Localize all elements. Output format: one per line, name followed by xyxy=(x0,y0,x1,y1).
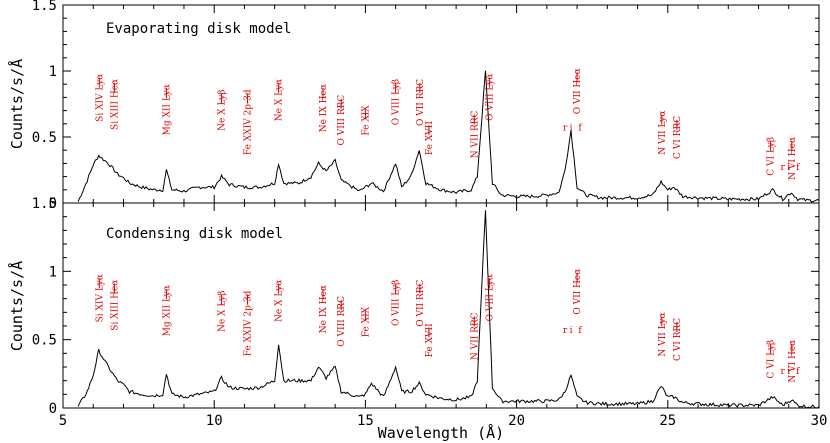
line-label: O VIII Lyα xyxy=(485,274,495,321)
line-label: Fe XXIV 2p-3d xyxy=(243,290,253,356)
line-label: O VIII Lyα xyxy=(485,74,495,121)
line-label: Fe XIX xyxy=(361,105,371,136)
line-label: Fe XXIV 2p-3d xyxy=(243,89,253,155)
line-label: Fe XIX xyxy=(361,306,371,337)
y-axis-label-bottom: Counts/s/Å xyxy=(7,261,26,351)
line-label: Fe XVII xyxy=(425,323,435,357)
line-label: N VII RRC xyxy=(470,110,480,158)
line-label: Ne IX Heα xyxy=(319,285,329,333)
line-label: O VII RRC xyxy=(416,280,426,327)
x-tick-label: 25 xyxy=(659,413,676,429)
line-label: C VI RRC xyxy=(673,116,683,159)
y-tick-label: 1.5 xyxy=(32,196,57,212)
triplet-marker: f xyxy=(578,123,582,133)
line-label: Si XIII Heα xyxy=(110,79,120,130)
line-labels-top: Si XIV Lyα Si XIII Heα Mg XII Lyα Ne X Lyβ F… xyxy=(95,68,800,180)
line-label: O VIII Lyβ xyxy=(392,79,402,125)
triplet-marker: i xyxy=(787,163,790,173)
triplet-marker: f xyxy=(796,163,800,173)
y-tick-label: 1 xyxy=(49,264,57,280)
x-tick-label: 10 xyxy=(206,413,223,429)
triplet-marker: r xyxy=(781,367,786,377)
ticks-bottom: 5 10 15 20 25 30 0 0.5 1 1.5 xyxy=(32,196,828,429)
line-label: O VII Heα xyxy=(573,68,583,114)
line-label: Ne X Lyα xyxy=(275,280,285,322)
line-label: Ne X Lyβ xyxy=(217,89,227,130)
triplet-marker: i xyxy=(570,123,573,133)
triplet-marker: r xyxy=(781,163,786,173)
y-tick-label: 0.5 xyxy=(32,130,57,146)
line-label: N VI Heα xyxy=(788,137,798,180)
line-label: Ne IX Heα xyxy=(319,84,329,132)
line-label: Ne X Lyβ xyxy=(217,291,227,332)
spectrum-line-condensing xyxy=(77,210,820,409)
panel-evaporating: 0 0.5 1 1.5 Evaporating disk model Counts/s… xyxy=(7,0,820,212)
y-tick-label: 0 xyxy=(49,196,57,212)
y-tick-label: 1 xyxy=(49,64,57,80)
line-label: O VIII RRC xyxy=(337,296,347,347)
triplet-marker: r xyxy=(563,326,568,336)
line-label: Si XIII Heα xyxy=(110,280,120,331)
line-label: O VII RRC xyxy=(416,79,426,126)
triplet-marker: f xyxy=(796,367,800,377)
panel-title-evaporating: Evaporating disk model xyxy=(106,21,291,37)
line-label: N VII Lyα xyxy=(658,312,668,356)
spectrum-line-evaporating xyxy=(77,70,820,203)
triplet-marker: i xyxy=(787,367,790,377)
line-labels-bottom: Si XIV Lyα Si XIII Heα Mg XII Lyα Ne X Lyβ F… xyxy=(95,269,800,383)
line-label: Fe XVII xyxy=(425,121,435,155)
triplet-marker: i xyxy=(570,326,573,336)
line-label: Si XIV Lyα xyxy=(95,274,105,322)
y-tick-label: 1.5 xyxy=(32,0,57,14)
line-label: N VII RRC xyxy=(470,312,480,360)
x-tick-label: 20 xyxy=(508,413,525,429)
x-tick-label: 5 xyxy=(59,413,67,429)
ticks-top: 0 0.5 1 1.5 xyxy=(32,0,820,212)
line-label: C VI RRC xyxy=(673,318,683,361)
line-label: O VIII Lyβ xyxy=(392,280,402,326)
line-label: O VIII RRC xyxy=(337,95,347,146)
triplet-marker: r xyxy=(563,123,568,133)
x-axis-label: Wavelength (Å) xyxy=(378,423,504,442)
panel-condensing: 5 10 15 20 25 30 0 0.5 1 1.5 Condensing disk mode… xyxy=(7,196,827,429)
line-label: N VII Lyα xyxy=(658,111,668,155)
plot-frame-bottom xyxy=(62,202,820,409)
line-label: Mg XII Lyα xyxy=(162,84,172,135)
line-label: O VII Heα xyxy=(573,269,583,315)
x-tick-label: 15 xyxy=(357,413,374,429)
line-label: Ne X Lyα xyxy=(275,79,285,121)
line-label: Si XIV Lyα xyxy=(95,74,105,122)
panel-title-condensing: Condensing disk model xyxy=(106,226,283,242)
triplet-marker: f xyxy=(578,326,582,336)
y-tick-label: 0 xyxy=(49,401,57,417)
line-label: N VI Heα xyxy=(788,340,798,383)
x-tick-label: 30 xyxy=(811,413,828,429)
y-tick-label: 0.5 xyxy=(32,333,57,349)
line-label: Mg XII Lyα xyxy=(162,285,172,336)
line-label: C VI Lyβ xyxy=(767,137,777,176)
line-label: C VI Lyβ xyxy=(767,340,777,379)
y-axis-label-top: Counts/s/Å xyxy=(7,59,26,149)
